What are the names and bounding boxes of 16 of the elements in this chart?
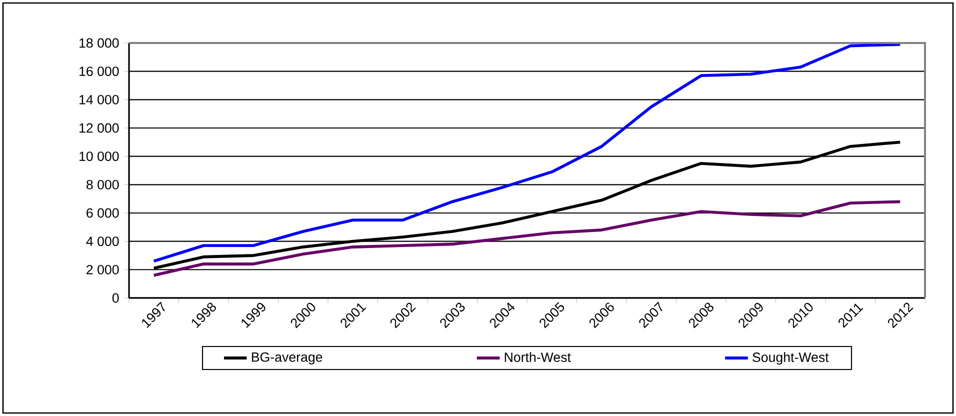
legend-label: North-West	[504, 352, 571, 362]
y-tick-label: 2 000	[86, 264, 119, 274]
y-tick-label: 0	[112, 293, 119, 303]
y-tick-label: 8 000	[86, 180, 119, 190]
y-tick-label: 18 000	[80, 38, 119, 48]
y-tick-label: 4 000	[86, 236, 119, 246]
y-tick-label: 10 000	[80, 152, 119, 162]
legend-label: Sought-West	[752, 352, 829, 365]
y-tick-label: 14 000	[80, 94, 119, 104]
line-series	[152, 200, 902, 277]
line-series	[152, 42, 902, 263]
y-tick-label: 16 000	[80, 66, 119, 76]
y-tick-label: 12 000	[80, 123, 119, 133]
legend-label: BG-average	[252, 352, 322, 364]
y-tick-label: 6 000	[86, 208, 119, 218]
line-series	[152, 140, 902, 270]
